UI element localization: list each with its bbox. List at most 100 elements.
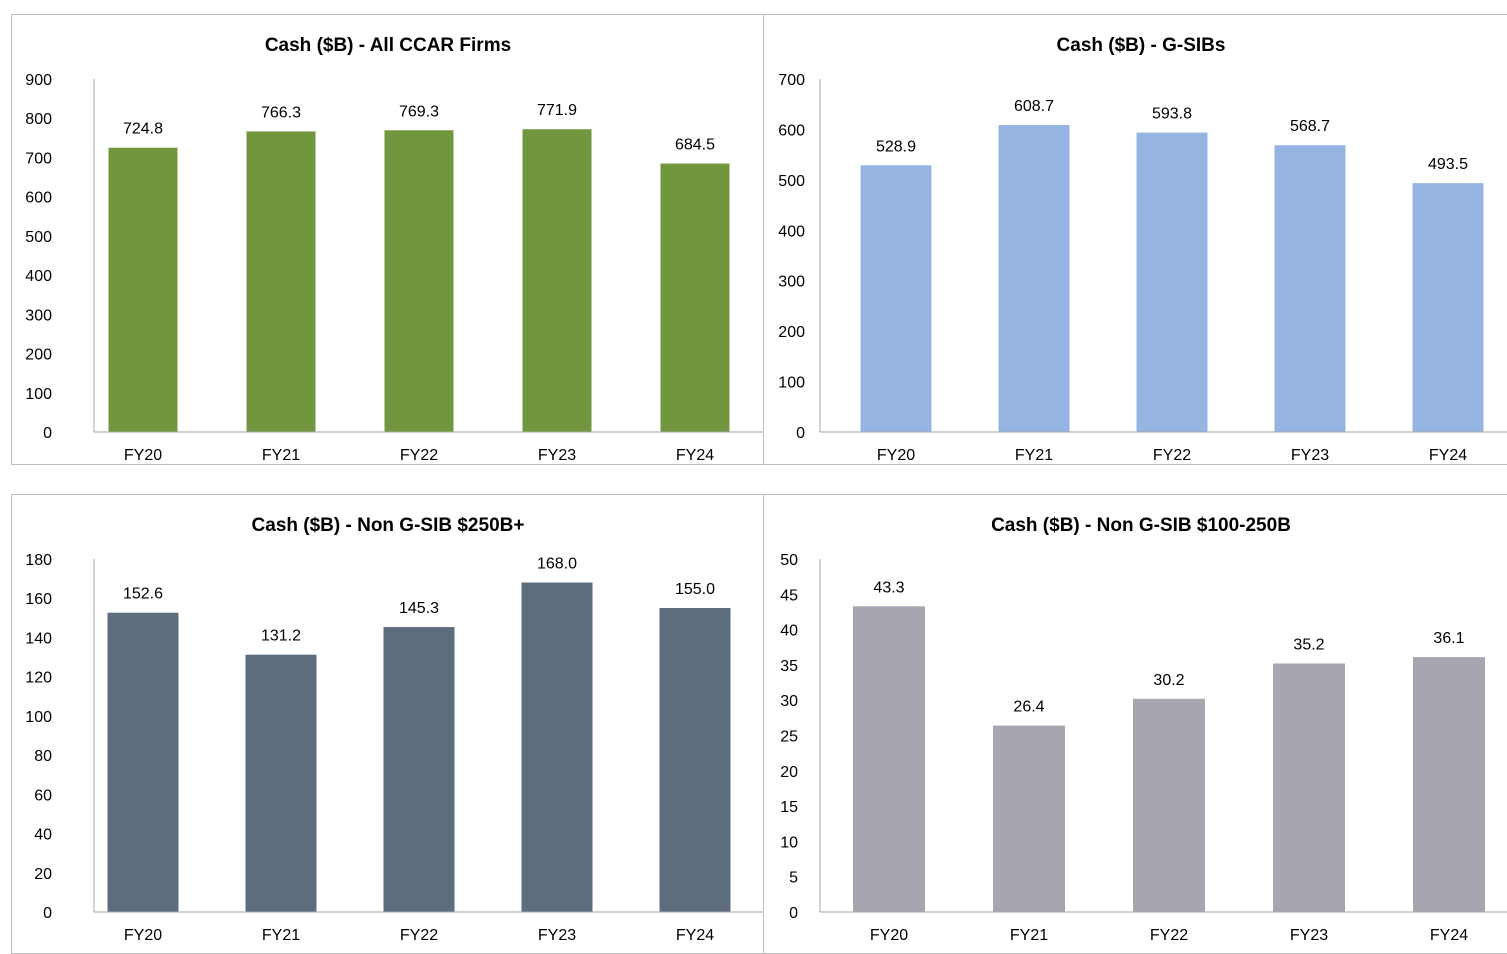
data-label: 766.3 bbox=[261, 104, 301, 121]
y-tick-label: 300 bbox=[25, 307, 52, 324]
bar-fy24 bbox=[1413, 657, 1485, 912]
chart-panel-non-gsib-100-250b: Cash ($B) - Non G-SIB $100-250B 0 5 10 15 20 2… bbox=[763, 494, 1507, 954]
x-tick-label: FY21 bbox=[262, 447, 300, 464]
x-tick-label: FY24 bbox=[1430, 927, 1468, 944]
data-label: 155.0 bbox=[675, 581, 715, 598]
y-tick-label: 600 bbox=[778, 122, 805, 139]
data-label: 771.9 bbox=[537, 102, 577, 119]
x-tick-label: FY22 bbox=[1150, 927, 1188, 944]
bar-fy20 bbox=[107, 612, 179, 912]
y-tick-label: 180 bbox=[25, 552, 52, 569]
y-tick-label: 100 bbox=[25, 709, 52, 726]
y-tick-label: 400 bbox=[778, 223, 805, 240]
y-tick-label: 20 bbox=[780, 764, 798, 781]
x-tick-label: FY24 bbox=[676, 447, 714, 464]
bar-fy20 bbox=[108, 147, 178, 432]
data-label: 684.5 bbox=[675, 137, 715, 154]
bar-fy21 bbox=[246, 131, 316, 432]
data-label: 493.5 bbox=[1428, 156, 1468, 173]
y-tick-label: 15 bbox=[780, 799, 798, 816]
x-tick-label: FY20 bbox=[870, 927, 908, 944]
chart-svg: Cash ($B) - G-SIBs 0 100 200 300 400 500 600 700… bbox=[778, 35, 1507, 464]
y-tick-label: 80 bbox=[34, 748, 52, 765]
data-label: 769.3 bbox=[399, 103, 439, 120]
bar-fy23 bbox=[522, 129, 592, 433]
y-tick-label: 35 bbox=[780, 658, 798, 675]
y-tick-label: 20 bbox=[34, 866, 52, 883]
y-tick-label: 30 bbox=[780, 693, 798, 710]
x-tick-label: FY21 bbox=[1015, 447, 1053, 464]
x-tick-label: FY24 bbox=[676, 927, 714, 944]
y-tick-label: 40 bbox=[34, 827, 52, 844]
y-tick-label: 100 bbox=[778, 375, 805, 392]
y-tick-label: 700 bbox=[778, 72, 805, 89]
x-tick-label: FY20 bbox=[877, 447, 915, 464]
x-tick-label: FY22 bbox=[400, 927, 438, 944]
y-tick-label: 0 bbox=[796, 425, 805, 442]
y-tick-label: 25 bbox=[780, 729, 798, 746]
chart-title: Cash ($B) - Non G-SIB $100-250B bbox=[991, 515, 1291, 536]
x-tick-label: FY20 bbox=[124, 447, 162, 464]
data-label: 30.2 bbox=[1153, 672, 1184, 689]
x-tick-label: FY22 bbox=[1153, 447, 1191, 464]
bar-fy23 bbox=[521, 582, 593, 912]
bar-fy24 bbox=[660, 163, 730, 432]
data-label: 36.1 bbox=[1433, 630, 1464, 647]
x-tick-label: FY23 bbox=[1291, 447, 1329, 464]
data-label: 26.4 bbox=[1013, 699, 1044, 716]
bar-fy20 bbox=[860, 165, 932, 433]
chart-title: Cash ($B) - Non G-SIB $250B+ bbox=[252, 515, 525, 536]
data-label: 168.0 bbox=[537, 556, 577, 573]
y-tick-label: 600 bbox=[25, 190, 52, 207]
y-tick-label: 160 bbox=[25, 591, 52, 608]
bar-fy23 bbox=[1274, 145, 1346, 432]
y-tick-label: 400 bbox=[25, 268, 52, 285]
chart-title: Cash ($B) - All CCAR Firms bbox=[265, 35, 511, 56]
y-tick-label: 50 bbox=[780, 552, 798, 569]
y-tick-label: 200 bbox=[25, 347, 52, 364]
bar-fy24 bbox=[1412, 183, 1484, 432]
bar-fy22 bbox=[383, 627, 455, 912]
y-tick-label: 100 bbox=[25, 386, 52, 403]
x-tick-label: FY20 bbox=[124, 927, 162, 944]
bar-fy21 bbox=[245, 654, 317, 912]
chart-svg: Cash ($B) - Non G-SIB $100-250B 0 5 10 15 20 2… bbox=[780, 515, 1507, 944]
data-label: 152.6 bbox=[123, 586, 163, 603]
chart-svg: Cash ($B) - Non G-SIB $250B+ 0 20 40 60 80 100… bbox=[25, 515, 764, 944]
bar-fy20 bbox=[853, 606, 925, 912]
x-tick-label: FY21 bbox=[262, 927, 300, 944]
bar-fy21 bbox=[998, 125, 1070, 432]
y-tick-label: 40 bbox=[780, 623, 798, 640]
x-tick-label: FY21 bbox=[1010, 927, 1048, 944]
data-label: 528.9 bbox=[876, 138, 916, 155]
data-label: 724.8 bbox=[123, 121, 163, 138]
y-tick-label: 5 bbox=[789, 870, 798, 887]
x-tick-label: FY23 bbox=[1290, 927, 1328, 944]
y-tick-label: 300 bbox=[778, 274, 805, 291]
y-tick-label: 60 bbox=[34, 787, 52, 804]
data-label: 568.7 bbox=[1290, 118, 1330, 135]
data-label: 593.8 bbox=[1152, 106, 1192, 123]
y-tick-label: 45 bbox=[780, 587, 798, 604]
y-tick-label: 800 bbox=[25, 111, 52, 128]
bar-fy24 bbox=[659, 608, 731, 912]
y-tick-label: 140 bbox=[25, 630, 52, 647]
y-tick-label: 700 bbox=[25, 150, 52, 167]
x-tick-label: FY24 bbox=[1429, 447, 1467, 464]
data-label: 131.2 bbox=[261, 628, 301, 645]
y-tick-label: 200 bbox=[778, 324, 805, 341]
chart-panel-non-gsib-250b-plus: Cash ($B) - Non G-SIB $250B+ 0 20 40 60 80 100… bbox=[11, 494, 765, 954]
data-label: 608.7 bbox=[1014, 98, 1054, 115]
y-tick-label: 120 bbox=[25, 670, 52, 687]
x-tick-label: FY23 bbox=[538, 447, 576, 464]
y-tick-label: 500 bbox=[778, 173, 805, 190]
data-label: 35.2 bbox=[1293, 636, 1324, 653]
y-tick-label: 0 bbox=[789, 905, 798, 922]
chart-title: Cash ($B) - G-SIBs bbox=[1057, 35, 1226, 56]
bar-fy22 bbox=[1133, 698, 1205, 912]
bar-fy22 bbox=[1136, 132, 1208, 432]
chart-svg: Cash ($B) - All CCAR Firms 0 100 200 300 400 5… bbox=[25, 35, 764, 464]
data-label: 145.3 bbox=[399, 600, 439, 617]
x-tick-label: FY23 bbox=[538, 927, 576, 944]
x-tick-label: FY22 bbox=[400, 447, 438, 464]
